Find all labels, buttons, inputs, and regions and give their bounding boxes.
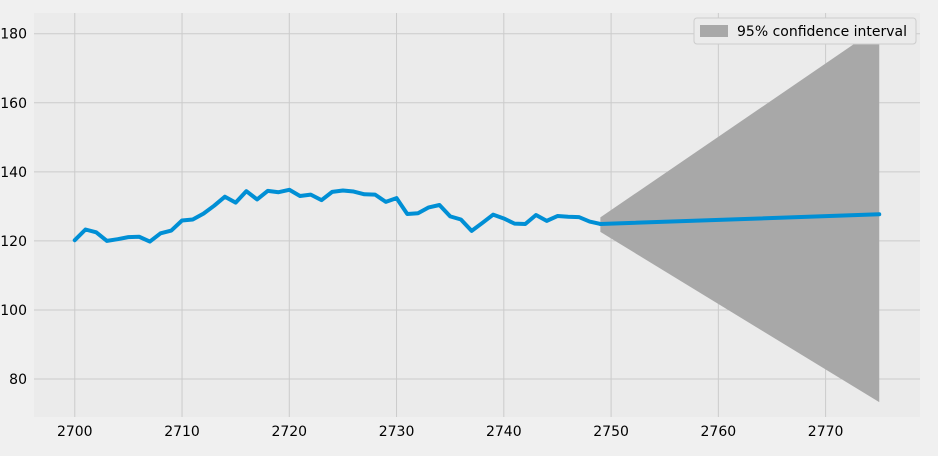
x-tick-label: 2730 (379, 424, 415, 440)
y-tick-label: 80 (9, 372, 27, 388)
x-tick-label: 2770 (808, 424, 844, 440)
confidence-band (600, 26, 880, 403)
observed-series-line (72, 187, 603, 244)
y-tick-label: 140 (0, 165, 27, 181)
y-axis-ticks: 80 100 120 140 160 180 (0, 27, 27, 388)
legend-box (693, 17, 917, 45)
x-tick-label: 2760 (701, 424, 737, 440)
legend: 95% confidence interval (693, 17, 917, 45)
x-tick-label: 2720 (271, 424, 307, 440)
legend-label: 95% confidence interval (737, 24, 907, 40)
x-tick-label: 2710 (164, 424, 200, 440)
forecast-series-line (598, 212, 882, 226)
x-tick-label: 2700 (57, 424, 93, 440)
x-tick-label: 2740 (486, 424, 522, 440)
series-layer (72, 187, 882, 244)
legend-swatch (700, 25, 728, 37)
y-tick-label: 160 (0, 96, 27, 112)
confidence-band-layer (600, 26, 880, 403)
y-tick-label: 180 (0, 27, 27, 43)
x-tick-label: 2750 (593, 424, 629, 440)
x-axis-ticks: 2700 2710 2720 2730 2740 2750 2760 2770 (57, 424, 843, 440)
y-tick-label: 120 (0, 234, 27, 250)
y-tick-label: 100 (0, 303, 27, 319)
